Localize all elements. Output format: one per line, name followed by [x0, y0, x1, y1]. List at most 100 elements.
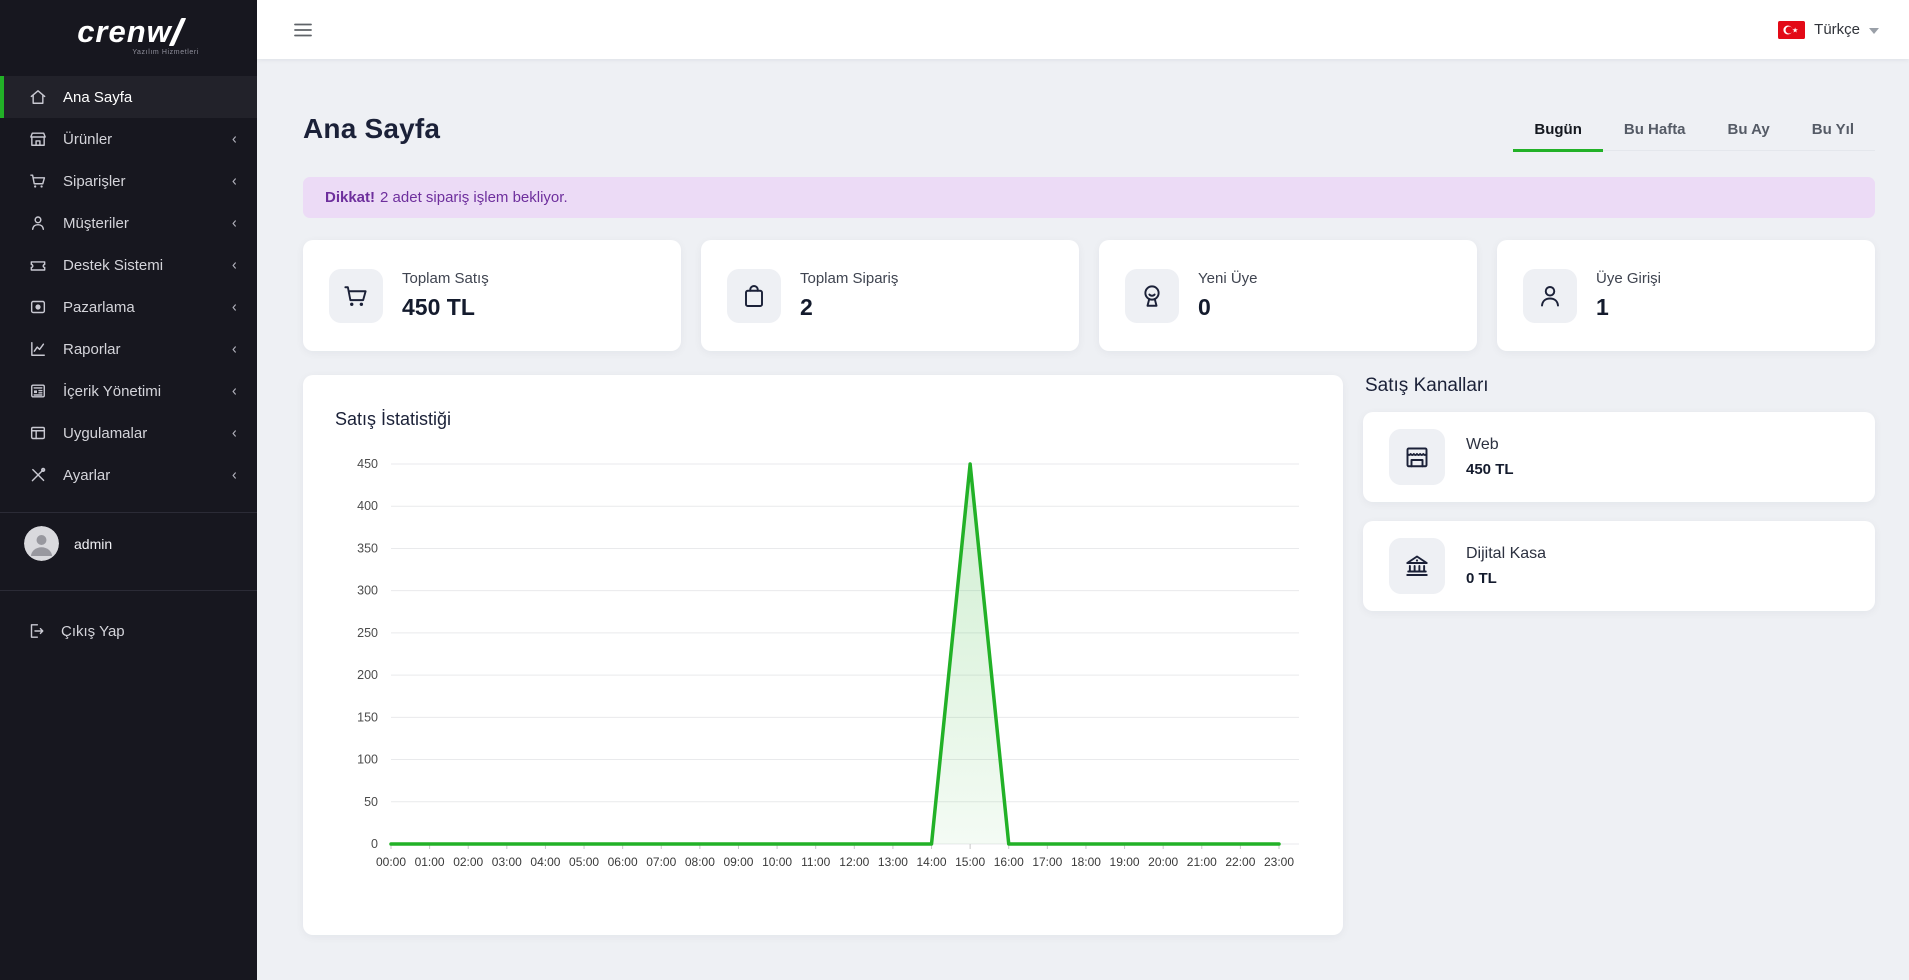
svg-text:21:00: 21:00 — [1187, 855, 1217, 869]
stat-value: 450 TL — [402, 294, 475, 320]
chevron-left-icon — [228, 301, 241, 314]
svg-text:23:00: 23:00 — [1264, 855, 1294, 869]
avatar — [24, 526, 59, 561]
image-icon — [28, 297, 48, 317]
sidebar-item-label: Destek Sistemi — [63, 256, 164, 274]
svg-text:100: 100 — [357, 753, 378, 767]
sidebar-item-label: İçerik Yönetimi — [63, 382, 162, 400]
svg-text:03:00: 03:00 — [492, 855, 522, 869]
sidebar-item-ana-sayfa[interactable]: Ana Sayfa — [0, 76, 257, 118]
sidebar-item-musteriler[interactable]: Müşteriler — [0, 202, 257, 244]
shopping-bag-icon — [727, 268, 781, 323]
content: Ana Sayfa Bugün Bu Hafta Bu Ay Bu Yıl Di… — [257, 59, 1909, 980]
storefront-icon — [1389, 429, 1445, 485]
sidebar-item-siparisler[interactable]: Siparişler — [0, 160, 257, 202]
alert-text: 2 adet sipariş işlem bekliyor. — [380, 189, 568, 206]
sidebar-item-ayarlar[interactable]: Ayarlar — [0, 454, 257, 496]
stat-value: 0 — [1198, 294, 1211, 320]
tab-bu-hafta[interactable]: Bu Hafta — [1623, 121, 1686, 138]
pending-orders-alert: Dikkat! 2 adet sipariş işlem bekliyor. — [303, 177, 1875, 218]
stat-label: Toplam Satış — [402, 270, 489, 287]
channel-label: Web — [1466, 436, 1499, 453]
chart-line-icon — [28, 339, 48, 359]
sidebar-item-label: Uygulamalar — [63, 424, 148, 442]
page-head: Ana Sayfa Bugün Bu Hafta Bu Ay Bu Yıl — [303, 111, 1875, 152]
sidebar-divider — [0, 590, 257, 591]
svg-text:05:00: 05:00 — [569, 855, 599, 869]
language-selector[interactable]: ★ Türkçe — [1778, 20, 1879, 39]
user-name: admin — [74, 535, 113, 552]
page-title: Ana Sayfa — [303, 113, 441, 144]
chevron-left-icon — [228, 175, 241, 188]
svg-text:250: 250 — [357, 626, 378, 640]
svg-text:300: 300 — [357, 584, 378, 598]
chevron-left-icon — [228, 469, 241, 482]
member-face-icon — [1125, 268, 1179, 323]
svg-text:0: 0 — [371, 837, 378, 851]
svg-text:200: 200 — [357, 668, 378, 682]
svg-text:04:00: 04:00 — [530, 855, 560, 869]
sidebar-item-uygulamalar[interactable]: Uygulamalar — [0, 412, 257, 454]
chevron-left-icon — [228, 427, 241, 440]
tab-bu-ay[interactable]: Bu Ay — [1727, 121, 1770, 138]
alert-emphasis: Dikkat! — [325, 189, 376, 206]
logout-label: Çıkış Yap — [61, 622, 125, 640]
sidebar-item-label: Ana Sayfa — [63, 88, 133, 106]
sales-area-chart: 0 50 100 150 200 250 300 350 400 450 00:00 01:00 02:… — [357, 457, 1299, 869]
sales-statistics-card: Satış İstatistiği 0 50 100 150 200 250 300 350 4… — [303, 375, 1343, 935]
turkish-flag-icon: ★ — [1778, 20, 1806, 39]
sidebar-item-label: Pazarlama — [63, 298, 135, 316]
menu-toggle-button[interactable] — [293, 22, 313, 38]
sidebar-divider — [0, 512, 257, 513]
sidebar-item-urunler[interactable]: Ürünler — [0, 118, 257, 160]
sales-channels-heading: Satış Kanalları — [1365, 375, 1489, 396]
channel-card-web: Web 450 TL — [1363, 412, 1875, 502]
sidebar-item-pazarlama[interactable]: Pazarlama — [0, 286, 257, 328]
svg-text:16:00: 16:00 — [994, 855, 1024, 869]
topbar: ★ Türkçe — [257, 0, 1909, 59]
svg-text:20:00: 20:00 — [1148, 855, 1178, 869]
svg-text:14:00: 14:00 — [917, 855, 947, 869]
language-label: Türkçe — [1814, 21, 1860, 38]
channel-value: 0 TL — [1466, 570, 1497, 587]
svg-text:150: 150 — [357, 710, 378, 724]
stat-card-yeni-uye: Yeni Üye 0 — [1099, 240, 1477, 351]
svg-text:400: 400 — [357, 499, 378, 513]
tab-bu-yil[interactable]: Bu Yıl — [1811, 121, 1854, 138]
home-icon — [28, 87, 48, 107]
svg-text:17:00: 17:00 — [1032, 855, 1062, 869]
stat-value: 2 — [800, 294, 813, 320]
person-icon — [28, 213, 48, 233]
svg-text:★: ★ — [1792, 25, 1798, 34]
svg-text:19:00: 19:00 — [1110, 855, 1140, 869]
brand-tagline: Yazılım Hizmetleri — [132, 49, 199, 56]
chevron-left-icon — [228, 385, 241, 398]
sales-channels: Satış Kanalları Web 450 TL Dijital Kasa … — [1363, 375, 1875, 630]
svg-text:15:00: 15:00 — [955, 855, 985, 869]
sidebar-menu: Ana Sayfa Ürünler Siparişler Müşteriler … — [0, 76, 257, 496]
period-tabs: Bugün Bu Hafta Bu Ay Bu Yıl — [1513, 111, 1875, 152]
svg-text:22:00: 22:00 — [1225, 855, 1255, 869]
logout-button[interactable]: Çıkış Yap — [0, 607, 257, 655]
brand-logo[interactable]: crenw Yazılım Hizmetleri — [0, 0, 257, 62]
chevron-left-icon — [228, 259, 241, 272]
svg-text:50: 50 — [364, 795, 378, 809]
sidebar-item-destek-sistemi[interactable]: Destek Sistemi — [0, 244, 257, 286]
svg-text:06:00: 06:00 — [608, 855, 638, 869]
svg-text:18:00: 18:00 — [1071, 855, 1101, 869]
chevron-left-icon — [228, 133, 241, 146]
stats-row: Toplam Satış 450 TL Toplam Sipariş 2 Yen… — [303, 240, 1875, 351]
bank-icon — [1389, 538, 1445, 594]
svg-text:10:00: 10:00 — [762, 855, 792, 869]
sidebar-item-icerik-yonetimi[interactable]: İçerik Yönetimi — [0, 370, 257, 412]
main-area: ★ Türkçe Ana Sayfa Bugün Bu Hafta Bu Ay … — [257, 0, 1909, 980]
sidebar-item-raporlar[interactable]: Raporlar — [0, 328, 257, 370]
stat-card-uye-girisi: Üye Girişi 1 — [1497, 240, 1875, 351]
storefront-icon — [28, 129, 48, 149]
svg-text:02:00: 02:00 — [453, 855, 483, 869]
user-profile[interactable]: admin — [0, 513, 257, 574]
tab-bugun[interactable]: Bugün — [1513, 111, 1603, 152]
news-icon — [28, 381, 48, 401]
stat-label: Yeni Üye — [1198, 270, 1258, 287]
svg-text:01:00: 01:00 — [415, 855, 445, 869]
